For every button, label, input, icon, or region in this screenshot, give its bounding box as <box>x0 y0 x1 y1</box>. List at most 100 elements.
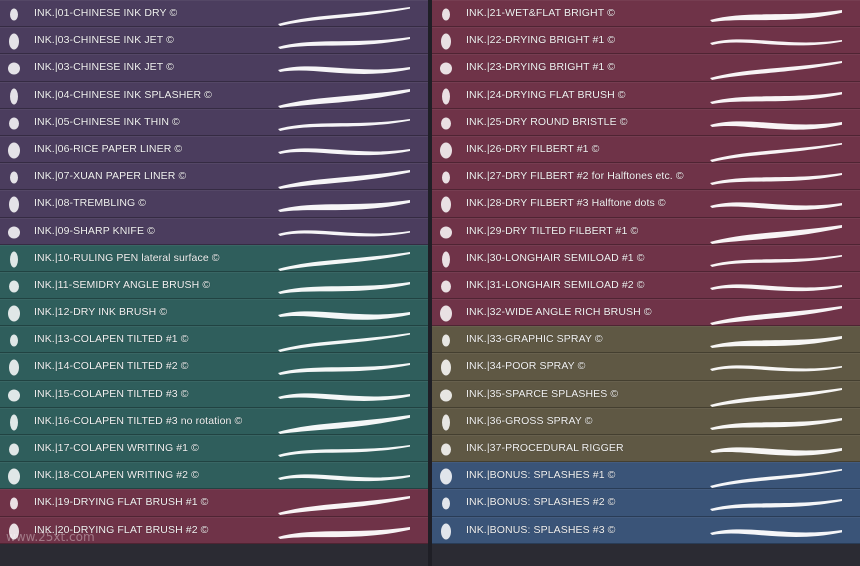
brush-stroke-preview <box>710 121 842 130</box>
brush-preset-row[interactable]: INK.|14-COLAPEN TILTED #2 © <box>0 353 428 381</box>
brush-preset-row[interactable]: INK.|18-COLAPEN WRITING #2 © <box>0 462 428 490</box>
brush-tip-icon <box>441 359 451 376</box>
brush-preset-label: INK.|31-LONGHAIR SEMILOAD #2 © <box>466 278 645 291</box>
brush-tip-icon <box>441 280 451 293</box>
brush-stroke-preview <box>278 526 410 539</box>
brush-preset-label: INK.|05-CHINESE INK THIN © <box>34 115 180 128</box>
brush-preset-row[interactable]: INK.|31-LONGHAIR SEMILOAD #2 © <box>432 271 860 300</box>
brush-preset-label: INK.|BONUS: SPLASHES #1 © <box>466 469 616 482</box>
brush-tip-icon <box>442 171 450 184</box>
brush-stroke-preview <box>710 499 842 512</box>
brush-stroke-preview <box>710 306 842 326</box>
brush-tip-icon <box>8 142 20 159</box>
brush-preset-row[interactable]: INK.|22-DRYING BRIGHT #1 © <box>432 27 860 55</box>
brush-tip-icon <box>440 142 452 159</box>
brush-preset-label: INK.|26-DRY FILBERT #1 © <box>466 142 600 155</box>
brush-preset-label: INK.|17-COLAPEN WRITING #1 © <box>34 442 199 454</box>
brush-preset-row[interactable]: INK.|12-DRY INK BRUSH © <box>0 299 428 327</box>
brush-preset-row[interactable]: INK.|29-DRY TILTED FILBERT #1 © <box>432 217 860 245</box>
brush-preset-row[interactable]: INK.|32-WIDE ANGLE RICH BRUSH © <box>432 299 860 327</box>
brush-stroke-preview <box>278 66 410 75</box>
brush-stroke-preview <box>278 251 410 271</box>
brush-stroke-preview <box>278 170 410 190</box>
brush-stroke-preview <box>278 7 410 26</box>
brush-list-left: INK.|01-CHINESE INK DRY © INK.|03-CHINESE… <box>0 0 428 566</box>
brush-stroke-preview <box>278 474 410 482</box>
brush-preset-row[interactable]: INK.|09-SHARP KNIFE © <box>0 217 428 245</box>
brush-tip-icon <box>9 117 19 130</box>
brush-preset-row[interactable]: INK.|03-CHINESE INK JET © <box>0 54 428 82</box>
brush-tip-icon <box>442 251 450 268</box>
brush-stroke-preview <box>278 88 410 108</box>
brush-preset-row[interactable]: INK.|07-XUAN PAPER LINER © <box>0 163 428 191</box>
brush-preset-row[interactable]: INK.|26-DRY FILBERT #1 © <box>432 135 860 164</box>
brush-tip-icon <box>10 414 18 431</box>
brush-tip-icon <box>441 33 451 50</box>
brush-stroke-preview <box>710 202 842 211</box>
brush-preset-label: INK.|24-DRYING FLAT BRUSH © <box>466 88 626 101</box>
brush-preset-label: INK.|30-LONGHAIR SEMILOAD #1 © <box>466 251 645 264</box>
brush-preset-label: INK.|32-WIDE ANGLE RICH BRUSH © <box>466 306 652 319</box>
brush-preset-label: INK.|27-DRY FILBERT #2 for Halftones etc… <box>466 170 684 183</box>
brush-stroke-preview <box>278 333 410 353</box>
brush-preset-row[interactable]: INK.|BONUS: SPLASHES #1 © <box>432 462 860 490</box>
brush-stroke-preview <box>710 365 842 372</box>
brush-preset-row[interactable]: INK.|15-COLAPEN TILTED #3 © <box>0 380 428 408</box>
brush-preset-row[interactable]: INK.|BONUS: SPLASHES #3 © <box>432 516 860 544</box>
brush-stroke-preview <box>710 469 842 489</box>
brush-tip-icon <box>10 88 18 105</box>
brush-stroke-preview <box>710 91 842 104</box>
brush-preset-row[interactable]: INK.|05-CHINESE INK THIN © <box>0 108 428 136</box>
brush-preset-label: INK.|03-CHINESE INK JET © <box>34 61 174 74</box>
brush-preset-row[interactable]: INK.|27-DRY FILBERT #2 for Halftones etc… <box>432 163 860 191</box>
brush-preset-row[interactable]: INK.|25-DRY ROUND BRISTLE © <box>432 108 860 136</box>
brush-preset-label: INK.|09-SHARP KNIFE © <box>34 224 155 237</box>
brush-preset-row[interactable]: INK.|08-TREMBLING © <box>0 190 428 218</box>
brush-preset-row[interactable]: INK.|28-DRY FILBERT #3 Halftone dots © <box>432 190 860 218</box>
brush-preset-label: INK.|12-DRY INK BRUSH © <box>34 306 168 319</box>
brush-preset-row[interactable]: INK.|04-CHINESE INK SPLASHER © <box>0 81 428 109</box>
brush-stroke-preview <box>278 148 410 156</box>
brush-stroke-preview <box>710 61 842 81</box>
brush-preset-row[interactable]: INK.|13-COLAPEN TILTED #1 © <box>0 326 428 354</box>
brush-preset-row[interactable]: INK.|20-DRYING FLAT BRUSH #2 © <box>0 516 428 544</box>
brush-tip-icon <box>442 334 450 347</box>
brush-preset-row[interactable]: INK.|37-PROCEDURAL RIGGER <box>432 435 860 463</box>
brush-tip-icon <box>441 443 451 456</box>
brush-preset-row[interactable]: INK.|34-POOR SPRAY © <box>432 353 860 381</box>
brush-stroke-preview <box>278 229 410 236</box>
brush-preset-label: INK.|23-DRYING BRIGHT #1 © <box>466 61 616 74</box>
brush-stroke-preview <box>278 118 410 131</box>
brush-preset-label: INK.|37-PROCEDURAL RIGGER <box>466 442 624 454</box>
brush-preset-label: INK.|11-SEMIDRY ANGLE BRUSH © <box>34 278 211 291</box>
brush-preset-row[interactable]: INK.|23-DRYING BRIGHT #1 © <box>432 54 860 82</box>
brush-preset-row[interactable]: INK.|35-SPARCE SPLASHES © <box>432 380 860 408</box>
brush-preset-row[interactable]: INK.|BONUS: SPLASHES #2 © <box>432 489 860 517</box>
brush-stroke-preview <box>710 254 842 267</box>
brush-stroke-preview <box>278 445 410 457</box>
brush-preset-row[interactable]: INK.|17-COLAPEN WRITING #1 © <box>0 435 428 463</box>
brush-stroke-preview <box>278 496 410 516</box>
brush-preset-label: INK.|04-CHINESE INK SPLASHER © <box>34 88 213 101</box>
brush-preset-row[interactable]: INK.|36-GROSS SPRAY © <box>432 407 860 435</box>
brush-stroke-preview <box>710 417 842 430</box>
brush-preset-row[interactable]: INK.|16-COLAPEN TILTED #3 no rotation © <box>0 407 428 435</box>
brush-preset-row[interactable]: INK.|30-LONGHAIR SEMILOAD #1 © <box>432 244 860 272</box>
brush-preset-row[interactable]: INK.|11-SEMIDRY ANGLE BRUSH © <box>0 271 428 300</box>
brush-tip-icon <box>8 389 20 402</box>
brush-preset-row[interactable]: INK.|03-CHINESE INK JET © <box>0 27 428 55</box>
brush-stroke-preview <box>278 393 410 401</box>
brush-stroke-preview <box>710 173 842 186</box>
brush-preset-row[interactable]: INK.|19-DRYING FLAT BRUSH #1 © <box>0 489 428 517</box>
brush-preset-row[interactable]: INK.|06-RICE PAPER LINER © <box>0 135 428 164</box>
brush-preset-row[interactable]: INK.|33-GRAPHIC SPRAY © <box>432 326 860 354</box>
brush-preset-label: INK.|35-SPARCE SPLASHES © <box>466 387 619 400</box>
brush-tip-icon <box>440 226 452 238</box>
brush-tip-icon <box>8 468 20 485</box>
brush-tip-icon <box>10 171 18 184</box>
brush-preset-row[interactable]: INK.|24-DRYING FLAT BRUSH © <box>432 81 860 109</box>
brush-preset-row[interactable]: INK.|10-RULING PEN lateral surface © <box>0 244 428 272</box>
brush-preset-row[interactable]: INK.|01-CHINESE INK DRY © <box>0 0 428 28</box>
brush-preset-row[interactable]: INK.|21-WET&FLAT BRIGHT © <box>432 0 860 28</box>
brush-tip-icon <box>440 62 452 75</box>
